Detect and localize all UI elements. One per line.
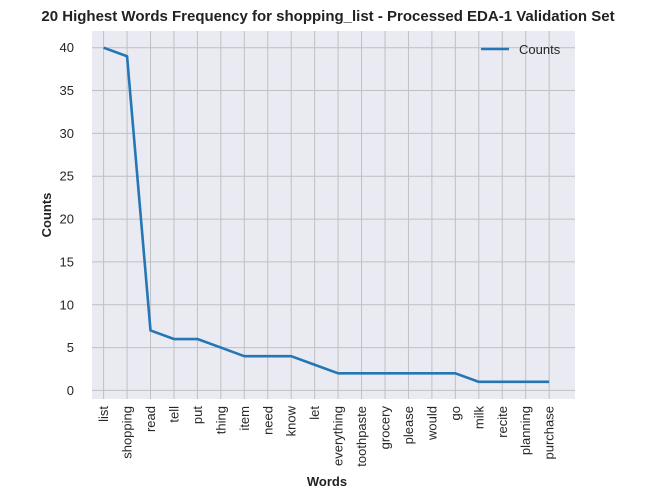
series-line-counts xyxy=(103,46,550,384)
x-tick-label: let xyxy=(307,406,322,420)
x-tick-label: list xyxy=(96,406,111,422)
x-tick-label: item xyxy=(237,406,252,431)
grid-lines xyxy=(92,31,575,399)
x-axis-label: Words xyxy=(307,474,347,489)
legend: Counts xyxy=(481,42,561,57)
x-tick-label: thing xyxy=(213,406,228,434)
x-tick-label: tell xyxy=(166,406,181,423)
y-tick-label: 40 xyxy=(60,40,74,55)
x-tick-label: read xyxy=(143,406,158,432)
x-tick-label: milk xyxy=(471,406,486,430)
x-tick-label: toothpaste xyxy=(354,406,369,467)
x-tick-label: recite xyxy=(495,406,510,438)
y-tick-label: 25 xyxy=(60,169,74,184)
x-tick-label: everything xyxy=(331,406,346,466)
x-tick-label: purchase xyxy=(542,406,557,459)
x-tick-label: planning xyxy=(518,406,533,455)
y-tick-label: 15 xyxy=(60,254,74,269)
x-tick-label: please xyxy=(401,406,416,444)
x-tick-label: shopping xyxy=(120,406,135,459)
x-tick-label: would xyxy=(424,406,439,441)
y-tick-label: 10 xyxy=(60,297,74,312)
x-tick-label: go xyxy=(448,406,463,420)
legend-label-counts: Counts xyxy=(519,42,561,57)
y-tick-label: 5 xyxy=(67,340,74,355)
chart-title: 20 Highest Words Frequency for shopping_… xyxy=(41,8,614,25)
y-tick-label: 30 xyxy=(60,126,74,141)
y-axis-label: Counts xyxy=(39,193,54,238)
y-tick-labels: 0 5 10 15 20 25 30 35 40 xyxy=(60,40,74,398)
x-tick-label: know xyxy=(284,405,299,436)
x-tick-label: need xyxy=(260,406,275,435)
x-tick-label: grocery xyxy=(378,406,393,450)
y-tick-label: 20 xyxy=(60,212,74,227)
y-tick-label: 35 xyxy=(60,83,74,98)
x-tick-label: put xyxy=(190,406,205,424)
y-tick-label: 0 xyxy=(67,383,74,398)
x-tick-labels: list shopping read tell put thing item need know… xyxy=(96,405,557,466)
